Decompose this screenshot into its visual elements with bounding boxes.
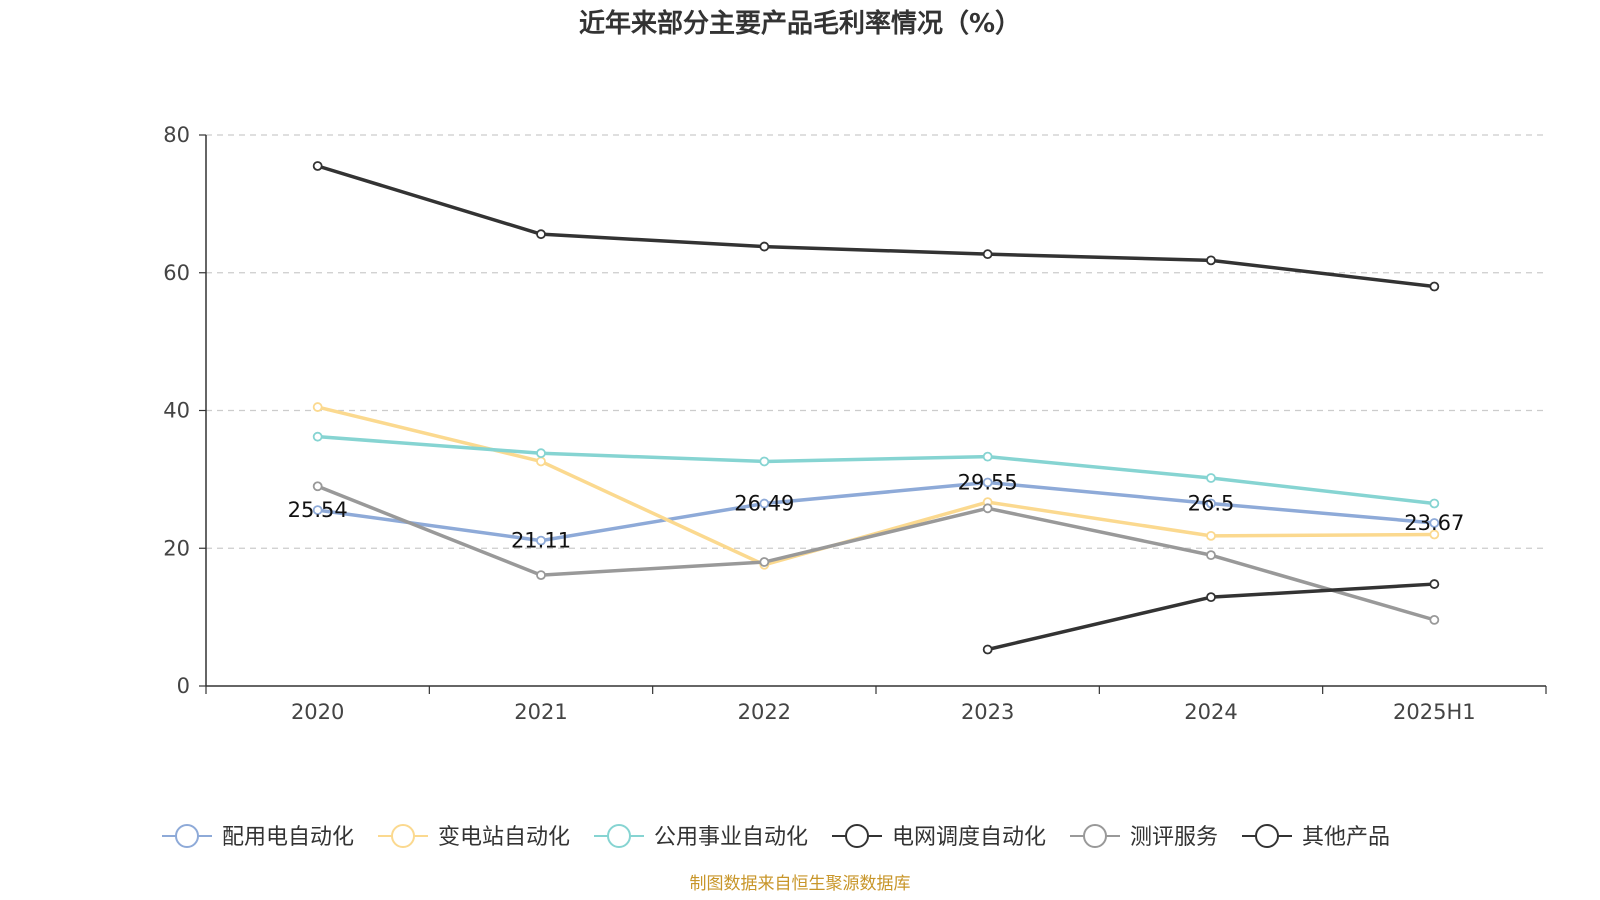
data-label: 29.55 (958, 470, 1018, 494)
data-point[interactable] (982, 451, 993, 462)
series-3 (312, 161, 1440, 292)
axes: 0 20 40 60 80 2020 2021 2022 2023 2024 2025H1 (163, 123, 1547, 724)
data-point[interactable] (1429, 614, 1440, 625)
data-point[interactable] (312, 431, 323, 442)
series-2 (312, 431, 1440, 509)
legend-marker (845, 824, 869, 848)
series-4 (312, 481, 1440, 625)
y-tick-label: 0 (177, 674, 190, 698)
data-point[interactable] (982, 249, 993, 260)
series-0 (312, 477, 1440, 546)
legend-marker (391, 824, 415, 848)
data-point[interactable] (536, 535, 546, 546)
x-tick-label: 2023 (961, 700, 1014, 724)
legend-item[interactable]: 公用事业自动化 (594, 824, 808, 850)
data-point[interactable] (1429, 498, 1440, 509)
data-point[interactable] (759, 456, 770, 467)
data-point[interactable] (1429, 518, 1440, 528)
data-point[interactable] (312, 481, 323, 492)
x-tick-label: 2020 (291, 700, 344, 724)
legend-marker (175, 824, 199, 848)
series-layer (312, 161, 1440, 655)
legend-item[interactable]: 变电站自动化 (378, 824, 570, 850)
data-label: 21.11 (511, 529, 571, 553)
data-point[interactable] (1206, 592, 1216, 603)
legend-marker (1255, 824, 1279, 848)
data-label: 26.5 (1188, 491, 1235, 515)
legend[interactable]: 配用电自动化 变电站自动化 公用事业自动化 电网调度自动化 测评服务 其他产品 (162, 824, 1390, 850)
y-tick-label: 40 (163, 399, 190, 423)
x-tick-label: 2021 (514, 700, 567, 724)
chart-title: 近年来部分主要产品毛利率情况（%） (579, 8, 1021, 39)
data-point[interactable] (759, 498, 770, 509)
data-point[interactable] (536, 229, 546, 240)
x-tick-label: 2024 (1184, 700, 1237, 724)
source-note: 制图数据来自恒生聚源数据库 (690, 874, 911, 894)
data-label: 23.67 (1404, 511, 1464, 535)
data-label: 25.54 (288, 498, 348, 522)
legend-item[interactable]: 测评服务 (1070, 824, 1218, 850)
data-point[interactable] (536, 570, 546, 581)
data-point[interactable] (312, 402, 323, 412)
data-point[interactable] (536, 448, 546, 459)
data-point[interactable] (982, 477, 993, 488)
legend-label: 配用电自动化 (222, 825, 354, 850)
legend-label: 变电站自动化 (438, 825, 570, 850)
data-point[interactable] (536, 456, 546, 467)
data-point[interactable] (982, 503, 993, 514)
legend-label: 其他产品 (1302, 825, 1390, 850)
data-point[interactable] (1429, 529, 1440, 540)
y-tick-label: 20 (163, 536, 190, 560)
series-line (317, 484, 1435, 622)
legend-marker (607, 824, 631, 848)
x-tick-label: 2022 (738, 700, 791, 724)
y-tick-label: 80 (163, 123, 190, 147)
series-line (317, 434, 1435, 506)
x-tick-label: 2025H1 (1393, 700, 1476, 724)
y-tick-label: 60 (163, 261, 190, 285)
data-point[interactable] (1429, 579, 1440, 589)
data-point[interactable] (1206, 550, 1216, 561)
series-line (317, 480, 1435, 543)
legend-item[interactable]: 电网调度自动化 (832, 824, 1046, 850)
data-point[interactable] (1429, 281, 1440, 292)
legend-label: 电网调度自动化 (892, 825, 1046, 850)
data-point[interactable] (1206, 530, 1216, 541)
data-point[interactable] (312, 161, 323, 171)
series-line (317, 164, 1435, 289)
grid-lines (206, 134, 1546, 549)
data-point[interactable] (1206, 498, 1216, 509)
data-point[interactable] (759, 557, 770, 567)
legend-item[interactable]: 其他产品 (1242, 824, 1390, 850)
legend-marker (1083, 824, 1107, 848)
data-point[interactable] (759, 241, 770, 252)
data-point[interactable] (1206, 255, 1216, 266)
data-labels: 25.54 21.11 26.49 29.55 26.5 23.67 (288, 470, 1465, 552)
legend-label: 公用事业自动化 (654, 825, 808, 850)
legend-item[interactable]: 配用电自动化 (162, 824, 354, 850)
data-point[interactable] (1206, 473, 1216, 483)
data-label: 26.49 (734, 492, 794, 516)
series-5 (982, 579, 1440, 655)
data-point[interactable] (982, 644, 993, 655)
legend-label: 测评服务 (1130, 825, 1218, 850)
data-point[interactable] (312, 505, 323, 515)
